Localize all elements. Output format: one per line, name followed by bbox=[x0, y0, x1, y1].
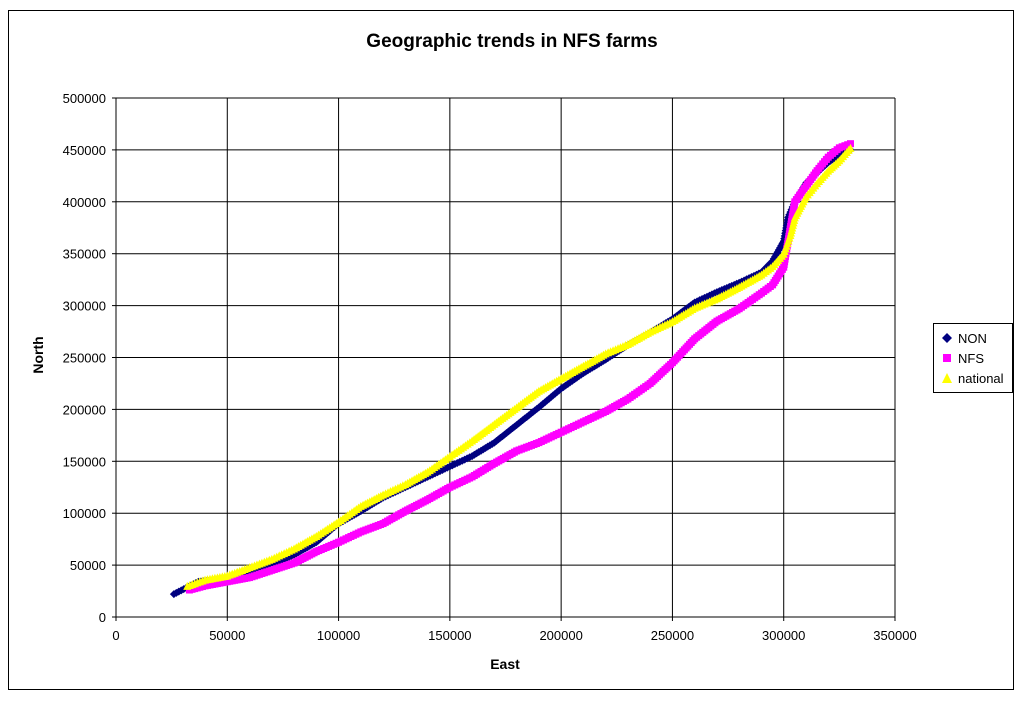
x-tick-label: 100000 bbox=[317, 628, 360, 643]
chart-title: Geographic trends in NFS farms bbox=[366, 31, 658, 52]
y-tick-label: 150000 bbox=[63, 454, 106, 469]
legend-label: NFS bbox=[958, 350, 984, 366]
y-tick-label: 350000 bbox=[63, 247, 106, 262]
y-tick-label: 0 bbox=[99, 610, 106, 625]
y-tick-label: 100000 bbox=[63, 506, 106, 521]
y-tick-label: 300000 bbox=[63, 299, 106, 314]
x-tick-label: 0 bbox=[112, 628, 119, 643]
y-tick-label: 250000 bbox=[63, 351, 106, 366]
y-tick-label: 50000 bbox=[70, 558, 106, 573]
x-tick-label: 50000 bbox=[209, 628, 245, 643]
square-marker-icon bbox=[940, 351, 954, 365]
diamond-marker-icon bbox=[940, 331, 954, 345]
triangle-marker-icon bbox=[940, 371, 954, 385]
y-axis-label: North bbox=[30, 336, 46, 374]
y-tick-label: 450000 bbox=[63, 143, 106, 158]
x-tick-label: 200000 bbox=[539, 628, 582, 643]
legend: NON NFS national bbox=[933, 323, 1013, 393]
legend-label: NON bbox=[958, 330, 987, 346]
y-tick-label: 400000 bbox=[63, 195, 106, 210]
x-tick-label: 250000 bbox=[651, 628, 694, 643]
legend-item-non: NON bbox=[940, 328, 1006, 348]
legend-item-nfs: NFS bbox=[940, 348, 1006, 368]
x-tick-label: 350000 bbox=[873, 628, 916, 643]
x-axis-label: East bbox=[490, 656, 520, 672]
x-tick-label: 300000 bbox=[762, 628, 805, 643]
y-tick-label: 500000 bbox=[63, 91, 106, 106]
national-point bbox=[846, 143, 855, 152]
legend-label: national bbox=[958, 370, 1004, 386]
nfs-point bbox=[846, 140, 854, 148]
legend-item-national: national bbox=[940, 368, 1006, 388]
x-tick-label: 150000 bbox=[428, 628, 471, 643]
y-tick-label: 200000 bbox=[63, 402, 106, 417]
